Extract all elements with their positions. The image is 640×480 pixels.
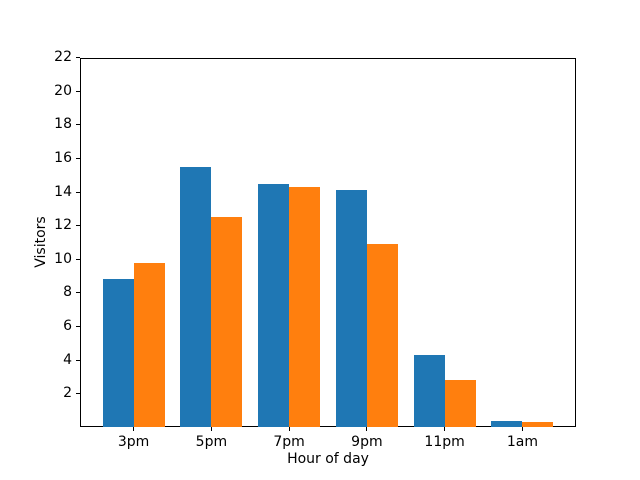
bar-9pm-blue [335,190,367,428]
y-tick-label: 22 [54,49,72,66]
y-tick-mark [75,57,80,59]
x-tick-mark [366,427,368,432]
x-tick-mark [288,427,290,432]
y-tick-label: 8 [63,284,72,301]
bar-11pm-orange [444,380,476,428]
x-tick-label: 3pm [117,434,150,451]
bar-7pm-orange [289,187,321,428]
x-tick-label: 5pm [195,434,228,451]
y-tick-label: 20 [54,82,72,99]
bar-9pm-orange [366,244,398,428]
y-tick-mark [75,157,80,159]
x-tick-mark [521,427,523,432]
y-tick-label: 2 [63,385,72,402]
bar-5pm-orange [211,217,243,428]
y-tick-label: 12 [54,217,72,234]
y-tick-label: 4 [63,351,72,368]
bar-3pm-orange [133,262,165,428]
x-tick-label: 1am [506,434,538,451]
bar-7pm-blue [258,183,290,428]
y-tick-mark [75,225,80,227]
bar-1am-orange [522,422,554,428]
bar-11pm-blue [413,355,445,428]
x-tick-mark [133,427,135,432]
y-tick-mark [75,393,80,395]
x-tick-mark [444,427,446,432]
y-tick-label: 16 [54,149,72,166]
x-tick-mark [210,427,212,432]
y-tick-mark [75,191,80,193]
x-tick-label: 11pm [424,434,465,451]
y-tick-label: 14 [54,183,72,200]
y-tick-label: 6 [63,317,72,334]
bar-3pm-blue [102,279,134,428]
y-tick-mark [75,90,80,92]
x-tick-label: 9pm [351,434,383,451]
y-tick-mark [75,325,80,327]
x-axis-label: Hour of day [287,451,369,467]
y-tick-mark [75,258,80,260]
y-tick-mark [75,292,80,294]
y-axis-label: Visitors [33,216,49,268]
x-tick-label: 7pm [273,434,305,451]
y-tick-mark [75,359,80,361]
bar-1am-blue [491,420,523,428]
bar-5pm-blue [180,166,212,428]
y-tick-label: 18 [54,116,72,133]
y-tick-mark [75,124,80,126]
y-tick-label: 10 [54,250,72,267]
